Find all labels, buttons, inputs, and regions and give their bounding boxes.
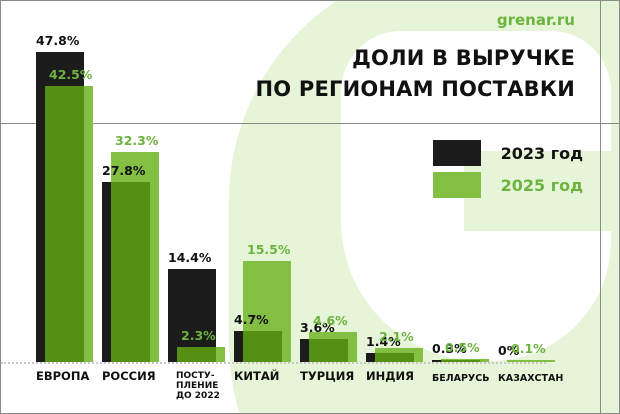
legend-label-2023: 2023 год (500, 143, 583, 163)
category-label: ПОСТУ- ПЛЕНИЕ ДО 2022 (176, 371, 220, 401)
legend-swatch-2025 (433, 172, 481, 198)
title-line-1: ДОЛИ В ВЫРУЧКЕ (352, 46, 575, 70)
bar-overlap (309, 338, 348, 362)
value-label-2023: 4.7% (234, 312, 269, 328)
category-label: ТУРЦИЯ (300, 369, 355, 383)
site-name: grenar.ru (496, 11, 575, 29)
bar-overlap (45, 86, 84, 362)
value-label-2025: 32.3% (115, 133, 159, 149)
bar-overlap (177, 347, 216, 362)
background-shape-right-bar (464, 151, 619, 231)
value-label-2023: 3.6% (300, 319, 335, 335)
horizontal-divider (1, 123, 619, 124)
bar-overlap (111, 181, 150, 362)
bar-2025 (507, 360, 555, 362)
value-label-2023: 27.8% (102, 162, 146, 178)
value-label-2023: 47.8% (36, 32, 80, 48)
value-label-2023: 0% (498, 343, 520, 358)
category-label: РОССИЯ (102, 369, 156, 383)
chart-baseline (1, 362, 546, 364)
value-label-2023: 14.4% (168, 249, 212, 265)
value-label-2025: 2.3% (181, 328, 216, 344)
legend-swatch-2023 (433, 140, 481, 166)
vertical-divider (600, 1, 601, 413)
bar-overlap (375, 352, 414, 362)
bar-2023 (168, 268, 216, 362)
value-label-2025: 42.5% (49, 67, 93, 83)
category-label: ЕВРОПА (36, 369, 90, 383)
bar-overlap (243, 331, 282, 362)
legend-item-2023: 2023 год (433, 140, 583, 166)
category-label: КИТАЙ (234, 369, 280, 383)
category-label: ИНДИЯ (366, 369, 414, 383)
title-line-2: ПО РЕГИОНАМ ПОСТАВКИ (255, 77, 575, 101)
bar-overlap (441, 360, 480, 362)
value-label-2025: 0.1% (511, 341, 546, 356)
legend-label-2025: 2025 год (500, 175, 583, 195)
value-label-2025: 4.6% (313, 313, 348, 329)
value-label-2025: 2.1% (379, 329, 414, 345)
chart-title: ДОЛИ В ВЫРУЧКЕ ПО РЕГИОНАМ ПОСТАВКИ (256, 43, 575, 105)
category-label: БЕЛАРУСЬ (432, 373, 490, 384)
value-label-2025: 15.5% (247, 242, 291, 258)
category-label: КАЗАХСТАН (498, 373, 564, 384)
value-label-2023: 1.4% (366, 333, 401, 349)
value-label-2023: 0.3% (432, 341, 467, 356)
legend-item-2025: 2025 год (433, 172, 583, 198)
value-label-2025: 0.5% (445, 339, 480, 355)
